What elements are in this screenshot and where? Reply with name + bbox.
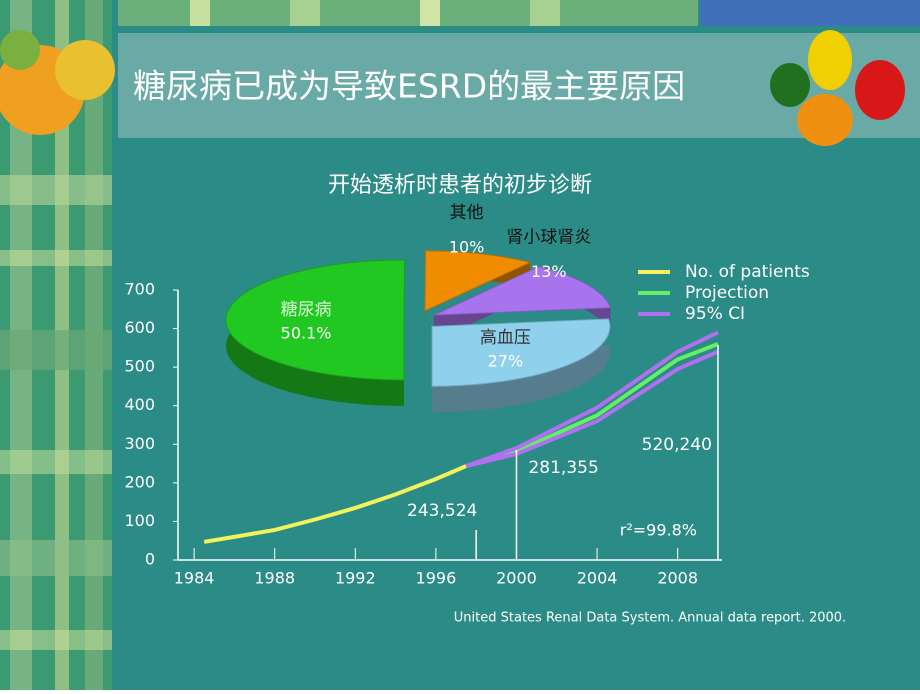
annotation: 520,240 xyxy=(642,435,712,455)
y-tick-label: 300 xyxy=(124,434,155,453)
pie-category-label: 糖尿病 xyxy=(281,300,332,320)
legend-label: 95% CI xyxy=(685,304,745,324)
y-tick-label: 500 xyxy=(124,357,155,376)
pie-value-label: 27% xyxy=(488,352,524,371)
pie-slice xyxy=(433,266,612,316)
x-tick-label: 1988 xyxy=(254,569,295,588)
left-plaid xyxy=(0,0,115,690)
pie-slice xyxy=(225,259,406,381)
pie-title: 开始透析时患者的初步诊断 xyxy=(328,173,592,198)
slide-title: 糖尿病已成为导致ESRD的最主要原因 xyxy=(133,67,685,106)
x-tick-label: 1984 xyxy=(174,569,215,588)
y-tick-label: 200 xyxy=(124,472,155,491)
pie-value-label: 50.1% xyxy=(281,323,332,342)
y-tick-label: 0 xyxy=(145,550,155,569)
legend-label: No. of patients xyxy=(685,262,810,282)
annotation: 243,524 xyxy=(407,501,477,521)
peppers xyxy=(770,30,905,146)
source: United States Renal Data System. Annual … xyxy=(454,611,846,626)
x-tick-label: 2004 xyxy=(577,569,618,588)
pie-value-label: 10% xyxy=(449,238,485,257)
x-tick-label: 2000 xyxy=(496,569,537,588)
pie-category-label: 其他 xyxy=(450,203,484,223)
series-line-lower xyxy=(465,349,719,469)
annotation: r²=99.8% xyxy=(620,521,697,540)
y-tick-label: 100 xyxy=(124,511,155,530)
top-strip xyxy=(118,0,920,26)
series-line xyxy=(465,330,719,468)
y-tick-label: 400 xyxy=(124,395,155,414)
x-tick-label: 2008 xyxy=(657,569,698,588)
pie-slice xyxy=(424,250,532,312)
y-tick-label: 700 xyxy=(124,280,155,299)
pie-value-label: 13% xyxy=(531,262,567,281)
x-tick-label: 1996 xyxy=(416,569,457,588)
series-line xyxy=(203,464,467,544)
pie-category-label: 肾小球肾炎 xyxy=(506,227,591,247)
annotation: 281,355 xyxy=(528,458,598,478)
y-tick-label: 600 xyxy=(124,318,155,337)
legend-label: Projection xyxy=(685,283,769,303)
x-tick-label: 1992 xyxy=(335,569,376,588)
pie-category-label: 高血压 xyxy=(480,328,531,348)
pie-slice xyxy=(431,318,611,387)
